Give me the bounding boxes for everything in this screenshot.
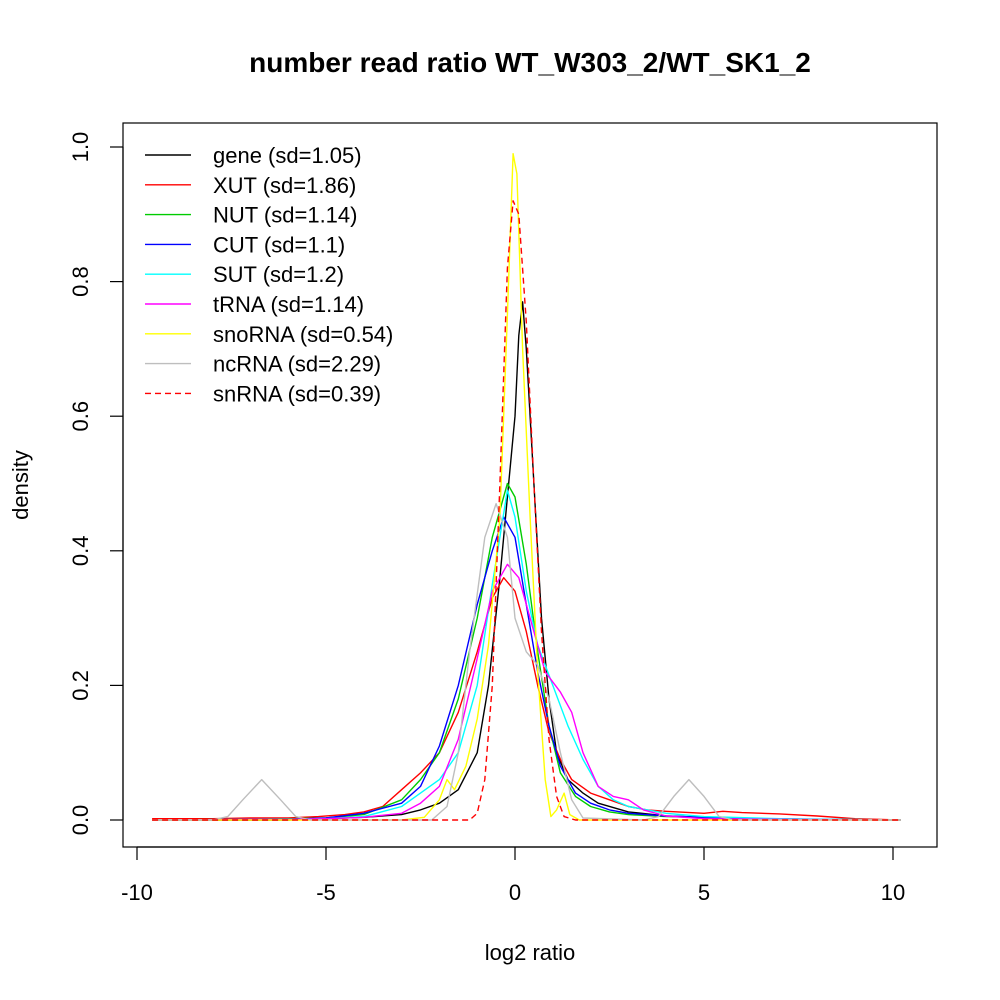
- y-tick-label: 1.0: [68, 132, 93, 163]
- x-tick-label: 10: [881, 880, 905, 905]
- y-tick-label: 0.6: [68, 401, 93, 432]
- legend-label-4: SUT (sd=1.2): [213, 262, 344, 287]
- y-axis: 0.0 0.2 0.4 0.6 0.8 1.0: [68, 132, 124, 836]
- y-tick-label: 0.2: [68, 670, 93, 701]
- legend-label-7: ncRNA (sd=2.29): [213, 352, 381, 377]
- legend-label-3: CUT (sd=1.1): [213, 232, 345, 257]
- x-axis-label: log2 ratio: [485, 940, 576, 965]
- x-axis: -10 -5 0 5 10: [121, 846, 905, 905]
- y-tick-label: 0.0: [68, 805, 93, 836]
- series-line-4: [152, 489, 901, 821]
- legend-label-5: tRNA (sd=1.14): [213, 292, 364, 317]
- series-line-5: [152, 563, 901, 821]
- series-line-3: [152, 516, 901, 821]
- y-tick-label: 0.8: [68, 266, 93, 297]
- series-line-6: [152, 153, 901, 821]
- chart-title: number read ratio WT_W303_2/WT_SK1_2: [249, 47, 811, 78]
- series-line-1: [152, 577, 901, 821]
- legend-label-0: gene (sd=1.05): [213, 143, 362, 168]
- series-line-7: [152, 503, 901, 821]
- y-tick-label: 0.4: [68, 536, 93, 567]
- series-lines: [152, 153, 901, 821]
- series-line-0: [152, 301, 901, 821]
- legend-label-2: NUT (sd=1.14): [213, 203, 357, 228]
- x-tick-label: -10: [121, 880, 153, 905]
- series-line-2: [152, 482, 901, 821]
- series-line-8: [152, 200, 901, 821]
- x-tick-label: 5: [698, 880, 710, 905]
- legend: gene (sd=1.05) XUT (sd=1.86) NUT (sd=1.14)…: [145, 143, 393, 406]
- legend-label-1: XUT (sd=1.86): [213, 173, 356, 198]
- x-tick-label: 0: [509, 880, 521, 905]
- x-tick-label: -5: [316, 880, 336, 905]
- legend-label-6: snoRNA (sd=0.54): [213, 322, 393, 347]
- legend-label-8: snRNA (sd=0.39): [213, 381, 381, 406]
- y-axis-label: density: [8, 450, 33, 520]
